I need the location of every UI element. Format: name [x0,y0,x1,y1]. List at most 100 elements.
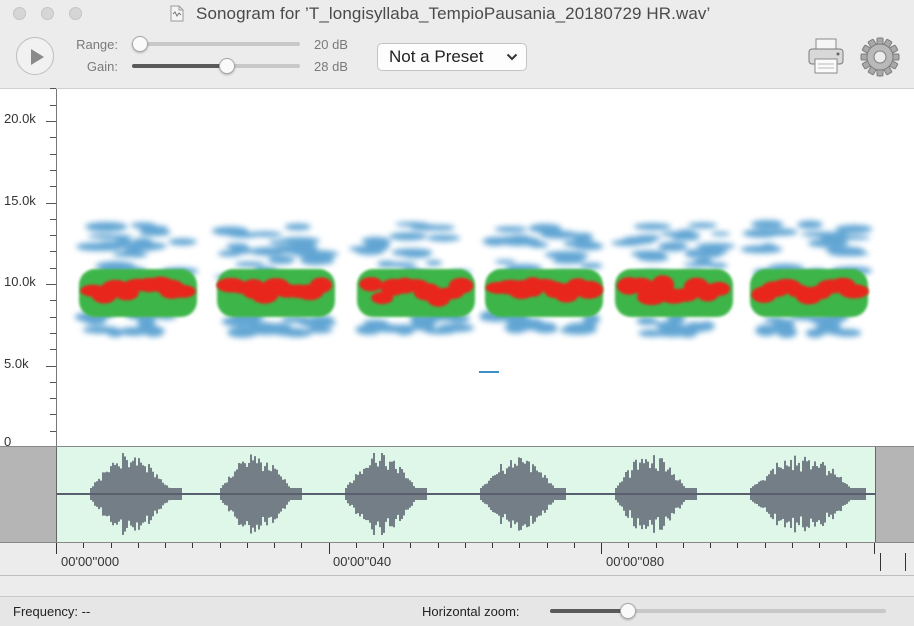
time-minor-tick [656,543,657,548]
horizontal-zoom-slider[interactable] [550,603,886,619]
time-ruler: 00'00''000 00'00''040 00'00''080 [0,543,914,576]
time-minor-tick [410,543,411,548]
horizontal-zoom-knob[interactable] [620,603,636,619]
frequency-readout: Frequency: -- [13,604,91,619]
play-button[interactable] [16,37,54,75]
close-window-button[interactable] [13,7,26,20]
sonogram-view[interactable]: 20.0k 15.0k 10.0k 5.0k 0 [0,88,914,449]
waveform-view[interactable] [0,446,914,543]
time-minor-tick [628,543,629,548]
time-minor-tick [220,543,221,548]
y-axis-tick [50,137,56,138]
time-minor-tick [737,543,738,548]
range-slider[interactable] [132,36,300,52]
document-icon [170,5,184,22]
syllable-blob [211,223,339,338]
time-minor-tick [111,543,112,548]
y-axis-tick [50,88,56,89]
gain-slider-knob[interactable] [219,58,235,74]
time-minor-tick [383,543,384,548]
time-minor-tick [301,543,302,548]
time-minor-tick [247,543,248,548]
time-tick [56,543,57,554]
y-axis-tick [50,398,56,399]
syllable-blob [740,219,873,338]
time-label: 00'00''000 [61,554,120,569]
syllable-blob [348,221,475,336]
time-minor-tick [792,543,793,548]
gain-slider[interactable] [132,58,300,74]
gain-value: 28 dB [314,59,348,74]
y-axis-tick [50,333,56,334]
time-label: 00'00''080 [606,554,665,569]
time-minor-tick [492,543,493,548]
preset-dropdown[interactable]: Not a Preset [377,43,527,71]
noise-blip [479,371,499,373]
title-bar: Sonogram for ’T_longisyllaba_TempioPausa… [0,0,914,28]
time-minor-tick [138,543,139,548]
y-axis-tick [46,203,56,204]
horizontal-zoom-label: Horizontal zoom: [422,604,520,619]
window-title: Sonogram for ’T_longisyllaba_TempioPausa… [196,4,711,23]
zoom-window-button[interactable] [69,7,82,20]
time-minor-tick [438,543,439,548]
time-minor-tick [165,543,166,548]
y-axis-tick [50,235,56,236]
y-axis-tick [46,284,56,285]
y-axis-tick [50,317,56,318]
time-minor-tick [83,543,84,548]
time-label: 00'00''040 [333,554,392,569]
time-tick [329,543,330,554]
preset-selected: Not a Preset [389,47,484,66]
y-tick-label: 15.0k [4,193,36,208]
printer-icon[interactable] [806,37,846,75]
y-axis-tick [50,414,56,415]
y-axis-tick [50,382,56,383]
y-axis-tick [50,349,56,350]
time-minor-tick [356,543,357,548]
y-axis-tick [50,170,56,171]
y-axis-tick [50,300,56,301]
range-slider-knob[interactable] [132,36,148,52]
syllable-blob [74,221,199,338]
y-axis-tick [46,121,56,122]
chevron-down-icon [506,53,518,61]
y-axis-tick [50,268,56,269]
time-minor-tick [465,543,466,548]
y-tick-label: 0 [4,434,12,449]
time-tick [601,543,602,554]
syllable-blob [479,223,604,335]
y-axis-tick [46,366,56,367]
time-minor-tick [192,543,193,548]
y-axis-tick [50,154,56,155]
range-label: Range: [76,37,118,52]
y-tick-label: 20.0k [4,111,36,126]
time-minor-tick [574,543,575,548]
time-minor-tick [519,543,520,548]
status-bar: Frequency: -- Horizontal zoom: [0,596,914,626]
y-axis-tick [50,219,56,220]
time-tick [874,543,875,554]
y-tick-label: 10.0k [4,274,36,289]
spectrogram-plot [74,219,873,373]
time-minor-tick [819,543,820,548]
frequency-axis: 20.0k 15.0k 10.0k 5.0k 0 [0,88,58,449]
gain-label: Gain: [86,59,118,74]
y-tick-label: 5.0k [4,356,29,371]
syllable-blob [611,222,736,338]
y-axis-tick [50,186,56,187]
y-axis-tick [50,105,56,106]
time-minor-tick [710,543,711,548]
time-minor-tick [274,543,275,548]
minimize-window-button[interactable] [41,7,54,20]
time-minor-tick [547,543,548,548]
y-axis-tick [50,431,56,432]
time-minor-tick [846,543,847,548]
play-icon [31,49,44,65]
gear-icon[interactable] [860,37,900,77]
time-minor-tick [683,543,684,548]
y-axis-tick [50,251,56,252]
waveform-plot [56,452,876,536]
range-value: 20 dB [314,37,348,52]
